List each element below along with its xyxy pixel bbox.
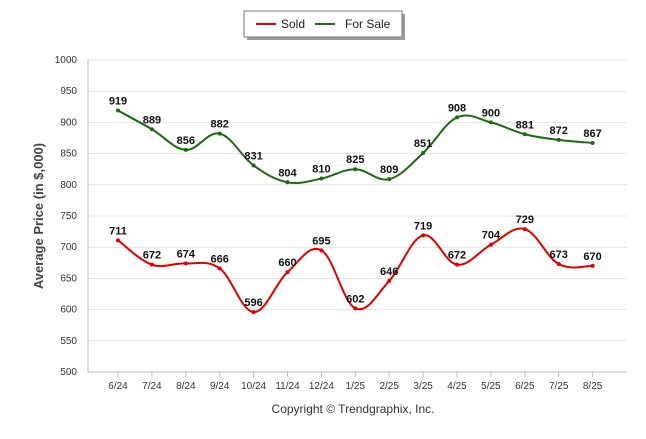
x-tick-label: 6/24 <box>108 381 128 392</box>
data-point-for-sale <box>556 137 561 142</box>
x-tick-label: 9/24 <box>210 381 230 392</box>
y-tick-label: 850 <box>60 149 77 160</box>
data-point-sold <box>387 278 392 283</box>
data-label-for-sale: 867 <box>583 128 601 140</box>
data-point-sold <box>455 262 459 267</box>
x-tick-label: 1/25 <box>346 381 366 392</box>
data-label-for-sale: 889 <box>143 114 161 126</box>
x-tick-label: 7/24 <box>142 381 162 392</box>
data-point-for-sale <box>285 180 290 185</box>
data-label-sold: 672 <box>143 250 161 262</box>
data-point-sold <box>590 263 595 268</box>
y-axis: 500 550 600 650 700 750 800 850 900 950 1000 <box>55 55 89 378</box>
x-tick-label: 6/25 <box>515 381 535 392</box>
x-tick-label: 8/24 <box>176 381 196 392</box>
y-tick-label: 550 <box>60 336 77 347</box>
y-tick-label: 900 <box>60 117 77 128</box>
y-tick-label: 650 <box>60 273 77 284</box>
y-tick-label: 1000 <box>55 55 78 66</box>
copyright-footer: Copyright © Trendgraphix, Inc. <box>272 402 435 416</box>
data-point-sold <box>421 233 426 238</box>
data-point-for-sale <box>251 163 256 168</box>
y-tick-label: 600 <box>60 305 77 316</box>
data-label-for-sale: 809 <box>380 164 398 176</box>
data-label-for-sale: 856 <box>177 135 195 147</box>
data-point-sold <box>183 261 188 266</box>
data-point-for-sale <box>319 176 324 181</box>
legend: Sold For Sale <box>243 10 405 40</box>
y-tick-label: 750 <box>60 211 77 222</box>
data-point-sold <box>522 227 527 232</box>
data-point-sold <box>488 242 493 247</box>
data-label-for-sale: 919 <box>109 96 127 108</box>
data-point-sold <box>353 306 358 311</box>
y-tick-label: 800 <box>60 180 77 191</box>
data-point-sold <box>319 248 324 253</box>
data-point-for-sale <box>421 150 426 155</box>
data-point-for-sale <box>455 115 459 120</box>
x-axis: 6/24 7/24 8/24 9/24 10/24 11/24 12/24 1/25 2/25 3… <box>88 371 627 392</box>
data-label-for-sale: 881 <box>516 119 534 131</box>
data-label-sold: 695 <box>312 235 330 247</box>
data-label-for-sale: 831 <box>244 150 262 162</box>
grid <box>88 59 627 373</box>
data-label-sold: 674 <box>177 248 196 260</box>
x-tick-label: 10/24 <box>241 381 266 392</box>
data-label-sold: 660 <box>278 257 296 269</box>
data-label-sold: 719 <box>414 220 432 232</box>
y-tick-label: 950 <box>60 86 77 97</box>
x-tick-label: 11/24 <box>275 381 300 392</box>
legend-label-for-sale: For Sale <box>345 17 391 31</box>
data-label-sold: 672 <box>448 250 466 262</box>
data-label-for-sale: 804 <box>278 167 297 179</box>
data-label-sold: 711 <box>109 225 127 237</box>
x-tick-label: 7/25 <box>549 381 569 392</box>
series-lines <box>116 108 595 315</box>
data-point-for-sale <box>116 108 120 113</box>
data-point-sold <box>217 266 222 271</box>
x-tick-label: 2/25 <box>379 381 399 392</box>
x-tick-label: 5/25 <box>481 381 501 392</box>
data-label-sold: 673 <box>550 249 568 261</box>
data-point-for-sale <box>149 127 154 132</box>
data-label-for-sale: 882 <box>211 119 229 131</box>
data-label-sold: 729 <box>516 214 534 226</box>
data-label-for-sale: 810 <box>312 164 330 176</box>
data-label-sold: 666 <box>211 253 229 265</box>
y-tick-label: 700 <box>60 242 77 253</box>
y-tick-label: 500 <box>60 367 77 378</box>
data-point-for-sale <box>488 120 493 125</box>
data-point-sold <box>251 310 256 315</box>
data-point-for-sale <box>387 177 392 182</box>
data-label-sold: 704 <box>482 230 501 242</box>
data-point-sold <box>285 270 290 275</box>
data-label-for-sale: 908 <box>448 102 466 114</box>
x-tick-label: 4/25 <box>447 381 467 392</box>
x-tick-label: 3/25 <box>413 381 433 392</box>
data-point-for-sale <box>183 147 188 152</box>
data-point-sold <box>149 262 154 267</box>
data-point-sold <box>116 238 120 243</box>
x-tick-label: 12/24 <box>309 381 334 392</box>
data-point-for-sale <box>353 167 358 172</box>
data-point-for-sale <box>217 131 222 136</box>
data-label-for-sale: 900 <box>482 107 500 119</box>
data-point-for-sale <box>590 140 595 145</box>
data-label-sold: 602 <box>346 293 364 305</box>
legend-label-sold: Sold <box>281 17 305 31</box>
data-point-for-sale <box>522 132 527 137</box>
data-point-sold <box>556 262 561 267</box>
data-label-sold: 670 <box>583 251 601 263</box>
data-labels: 711 672 674 666 596 660 695 602 646 719 672 704 729 6… <box>109 96 602 310</box>
y-axis-title: Average Price (in $,000) <box>31 143 46 289</box>
x-tick-label: 8/25 <box>583 381 603 392</box>
data-label-sold: 646 <box>380 266 398 278</box>
data-label-for-sale: 872 <box>550 125 568 137</box>
data-label-sold: 596 <box>244 297 262 309</box>
data-label-for-sale: 825 <box>346 154 364 166</box>
data-label-for-sale: 851 <box>414 138 432 150</box>
